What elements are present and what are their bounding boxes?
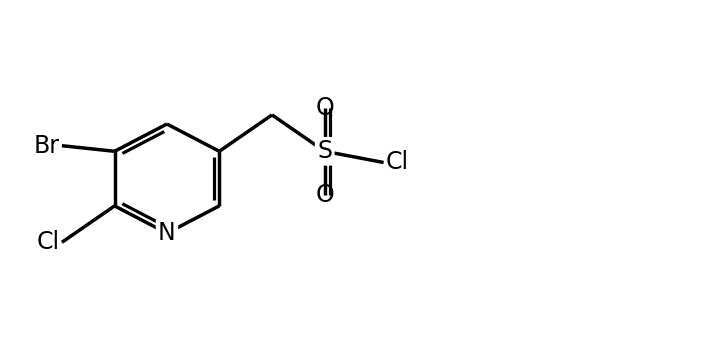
Text: Cl: Cl	[386, 150, 409, 174]
Text: O: O	[315, 183, 334, 207]
Text: O: O	[315, 96, 334, 120]
Text: Br: Br	[34, 134, 60, 158]
Text: N: N	[158, 221, 176, 245]
Text: S: S	[317, 139, 333, 163]
Text: Cl: Cl	[37, 230, 60, 254]
